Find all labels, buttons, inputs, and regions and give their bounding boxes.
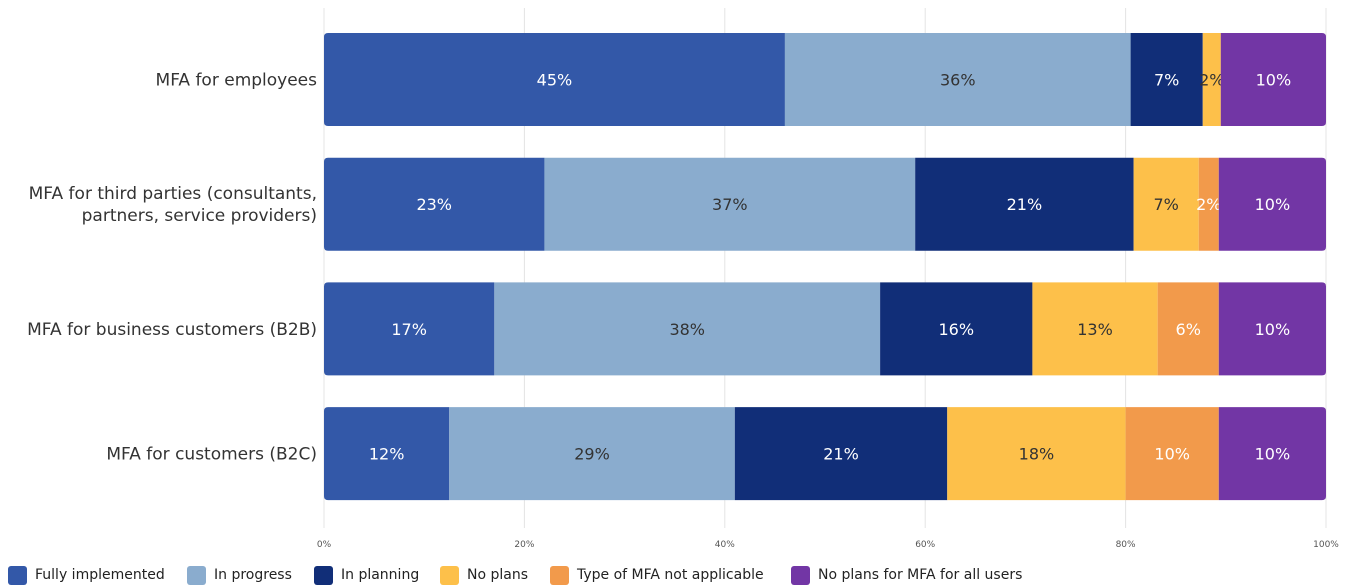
data-label: 23%	[416, 195, 452, 214]
legend-swatch	[550, 566, 569, 585]
data-label: 6%	[1176, 320, 1201, 339]
x-tick-label: 100%	[1313, 540, 1339, 550]
legend-swatch	[314, 566, 333, 585]
legend-label: In progress	[214, 567, 292, 583]
category-label: partners, service providers)	[82, 206, 317, 226]
data-label: 10%	[1255, 320, 1291, 339]
data-label: 7%	[1154, 71, 1179, 90]
legend-label: In planning	[341, 567, 419, 583]
bar-segment	[1218, 407, 1326, 501]
legend-label: Type of MFA not applicable	[576, 567, 764, 583]
category-label: MFA for customers (B2C)	[106, 445, 317, 465]
bar-segment	[734, 407, 948, 501]
bar-segment	[1133, 157, 1199, 251]
x-tick-label: 60%	[915, 540, 935, 550]
bar-segment	[1202, 33, 1221, 126]
category-label: MFA for employees	[156, 71, 318, 91]
data-label: 10%	[1154, 445, 1190, 464]
x-tick-label: 0%	[317, 540, 332, 550]
data-label: 10%	[1255, 445, 1291, 464]
bar-segment	[494, 282, 881, 376]
data-label: 38%	[669, 320, 705, 339]
data-label: 2%	[1199, 71, 1224, 90]
data-label: 18%	[1019, 445, 1055, 464]
bar-segment	[1218, 157, 1326, 251]
legend-swatch	[440, 566, 459, 585]
bars: 45% 36% 7% 2% 10% 23% 37% 21% 7% 2% 10% 17% 38% 16% 13…	[324, 33, 1326, 501]
data-label: 7%	[1153, 195, 1178, 214]
bar-segment	[324, 157, 545, 251]
data-label: 45%	[537, 71, 573, 90]
x-tick-label: 40%	[715, 540, 735, 550]
legend-swatch	[187, 566, 206, 585]
bar-segment	[1198, 157, 1219, 251]
data-label: 21%	[823, 445, 859, 464]
data-label: 17%	[391, 320, 427, 339]
legend: Fully implemented In progress In planning N…	[8, 566, 1022, 585]
bar-segment	[1220, 33, 1326, 126]
legend-label: No plans	[467, 567, 528, 583]
category-labels: MFA for employees MFA for third parties (…	[27, 71, 317, 465]
data-label: 29%	[574, 445, 610, 464]
bar-segment	[449, 407, 735, 501]
bar-segment	[324, 33, 785, 126]
bar-segment	[1032, 282, 1158, 376]
category-label: MFA for business customers (B2B)	[27, 320, 317, 340]
bar-segment	[324, 407, 450, 501]
x-axis-ticks: 0% 20% 40% 60% 80% 100%	[317, 540, 1339, 550]
legend-label: Fully implemented	[35, 567, 165, 583]
category-label: MFA for third parties (consultants,	[29, 184, 317, 204]
bar-segment	[880, 282, 1033, 376]
bar-segment	[915, 157, 1134, 251]
data-label: 37%	[712, 195, 748, 214]
data-label: 2%	[1196, 195, 1221, 214]
data-label: 16%	[938, 320, 974, 339]
bar-segment	[324, 282, 495, 376]
x-tick-label: 20%	[514, 540, 534, 550]
bar-segment	[1157, 282, 1219, 376]
bar-segment	[1125, 407, 1219, 501]
x-tick-label: 80%	[1116, 540, 1136, 550]
data-label: 36%	[940, 71, 976, 90]
data-label: 10%	[1256, 71, 1292, 90]
data-label: 13%	[1077, 320, 1113, 339]
bar-segment	[947, 407, 1126, 501]
data-label: 12%	[369, 445, 405, 464]
legend-swatch	[8, 566, 27, 585]
bar-segment	[1130, 33, 1203, 126]
data-label: 21%	[1007, 195, 1043, 214]
bar-segment	[784, 33, 1131, 126]
legend-swatch	[791, 566, 810, 585]
bar-segment	[1218, 282, 1326, 376]
bar-segment	[544, 157, 916, 251]
legend-label: No plans for MFA for all users	[818, 567, 1022, 583]
data-label: 10%	[1255, 195, 1291, 214]
